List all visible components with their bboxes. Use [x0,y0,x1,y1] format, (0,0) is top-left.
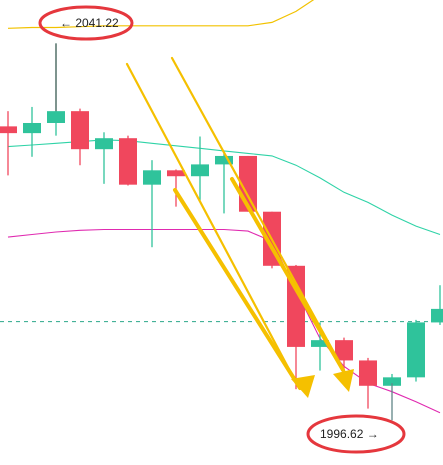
candle-body [71,111,89,150]
candle-body [431,308,443,323]
candle-body [23,122,41,134]
candle-body [143,170,161,185]
trend-arrows [125,56,354,398]
candle-body [407,322,425,378]
low-highlight-ellipse [306,414,406,454]
overlay-line-1 [7,0,315,29]
trend-arrow-head [333,369,354,392]
candle-body [47,111,65,123]
candle-body [167,170,185,177]
low-price-callout: 1996.62 → [306,383,406,454]
candle-body [0,126,17,134]
trend-arrow-head [291,375,315,398]
candles [0,43,443,421]
candle-body [311,340,329,347]
candle-body [383,377,401,386]
high-price-callout: ← 2041.22 [38,5,134,112]
candle-body [191,164,209,177]
candle-body [95,138,113,150]
trend-arrow-shaft-thick [173,188,302,390]
candle-body [359,360,377,386]
high-highlight-ellipse [38,5,134,41]
low-price-label: 1996.62 → [320,427,379,441]
candle-body [119,138,137,185]
candle-body [287,265,305,347]
trend-arrow-shaft-thick [230,177,345,372]
high-price-label: ← 2041.22 [60,16,119,30]
candle-body [335,340,353,361]
candle-body [215,155,233,165]
trend-arrow-shaft [125,62,301,390]
